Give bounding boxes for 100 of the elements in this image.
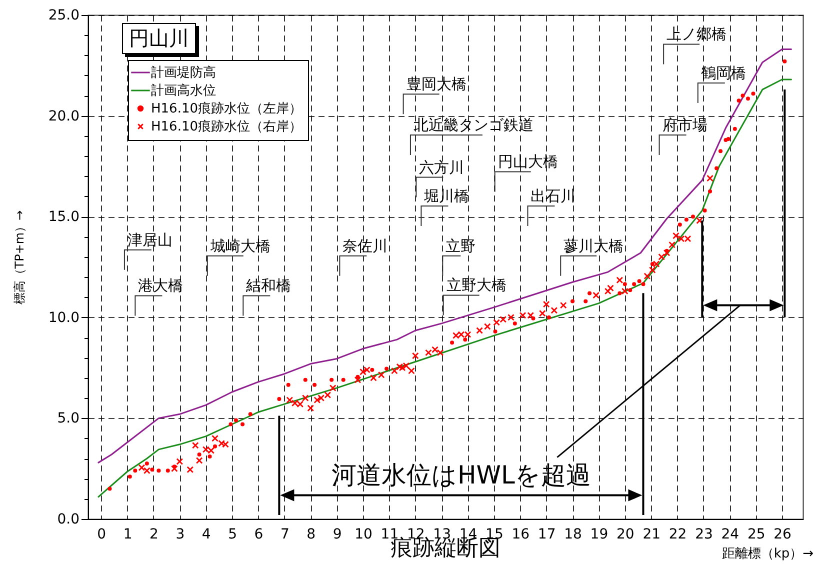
point [303,378,308,382]
point [156,468,161,473]
x-tick-label: 2 [150,526,158,542]
legend-label: 計画堤防高 [151,64,216,80]
x-tick-label: 10 [354,526,372,542]
x-tick-label: 9 [332,526,342,542]
y-tick-label: 0.0 [57,512,80,528]
point [678,222,682,227]
point [150,468,154,472]
point [341,378,346,382]
annotation: 府市場 [662,116,708,134]
point [512,321,517,326]
point [108,486,112,491]
point [618,291,622,296]
point [726,136,730,141]
annotation: 奈佐川 [342,236,388,255]
point [650,262,654,266]
point [384,366,389,371]
point [641,282,646,286]
annotation: 蓼川大橋 [564,236,624,255]
annotation: 円山大橋 [498,152,558,171]
y-tick-label: 20.0 [48,108,80,124]
annotation: 立野 [446,236,476,255]
point [714,166,719,170]
point [736,98,741,103]
y-tick-label: 5.0 [57,410,80,427]
x-tick-label: 4 [202,526,211,542]
point [708,189,712,194]
point [312,382,317,387]
x-tick-label: 21 [642,526,661,542]
point [546,315,551,320]
point [208,454,212,458]
annotation: 立野大橋 [446,276,506,294]
annotation: 六方川 [419,158,464,176]
x-tick-label: 17 [538,526,556,542]
x-tick-label: 26 [774,526,792,542]
y-tick-label: 10.0 [48,310,80,326]
x-tick-label: 6 [254,526,264,542]
point [718,149,722,154]
x-tick-label: 24 [721,526,740,542]
point [782,59,787,64]
annotation: 結和橋 [245,276,292,295]
point [493,330,498,334]
point [622,282,627,286]
point [370,368,374,372]
point [234,418,238,422]
point [197,452,202,456]
legend-label: H16.10痕跡水位（右岸） [151,120,302,134]
point [228,422,233,426]
point [588,291,592,296]
x-tick-label: 20 [616,526,634,542]
point [632,282,636,286]
point [740,94,745,98]
annotation: 鶴岡橋 [700,64,746,82]
point [732,126,737,131]
point [128,474,132,479]
x-tick-label: 1 [123,526,132,542]
x-tick-label: 16 [512,526,530,542]
point [684,218,688,222]
x-tick-label: 23 [695,526,713,542]
x-tick-label: 0 [97,526,106,542]
y-tick-label: 25.0 [48,8,80,24]
x-tick-label: 3 [176,526,185,542]
annotation: 城崎大橋 [209,236,270,255]
point [166,468,170,473]
x-tick-label: 7 [280,526,290,542]
point [144,462,149,466]
point [584,299,588,304]
legend-label: H16.10痕跡水位（左岸） [151,102,302,116]
y-tick-label: 15.0 [48,209,80,226]
point [570,299,575,304]
annotation: 豊岡大橋 [406,75,466,94]
x-tick-label: 22 [668,526,687,542]
point [133,468,138,473]
legend-label: 計画高水位 [151,82,216,98]
x-tick-label: 18 [564,526,582,542]
annotation: 北近畿タンゴ鉄道 [413,116,534,134]
annotation: 港大橋 [138,276,184,295]
point [277,397,282,402]
annotation: 上ノ郷橋 [666,25,727,44]
point [450,340,454,345]
x-tick-label: 5 [228,526,238,542]
point [702,208,707,213]
point [628,288,632,292]
annotation: 津居山 [127,230,172,249]
point [248,412,252,416]
point [213,444,218,448]
point [463,338,468,342]
point [286,382,290,387]
point [240,422,245,426]
annotation: 出石川 [530,187,576,206]
x-tick-label: 8 [306,526,316,542]
point [330,378,334,382]
point [691,214,695,219]
annotation: 堀川橋 [423,187,470,206]
x-tick-label: 19 [590,526,608,542]
text: 円山川 [122,23,196,54]
y-axis-title: 標高（TP+m）→ [12,210,26,305]
point [751,92,756,96]
point [746,96,750,101]
